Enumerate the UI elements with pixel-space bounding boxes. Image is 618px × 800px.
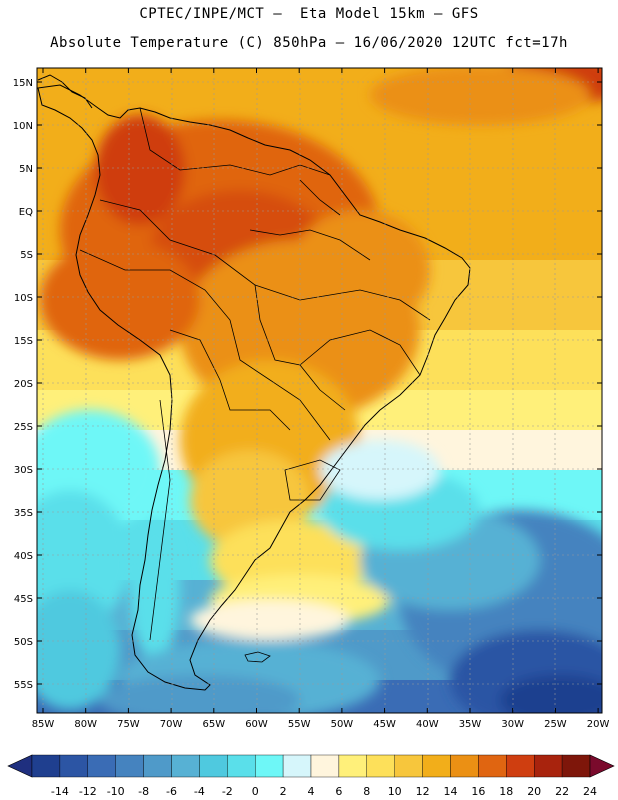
- lat-label: 40S: [14, 551, 33, 562]
- colorbar-tick-label: 18: [499, 785, 513, 798]
- lon-label: 80W: [74, 719, 97, 730]
- longitude-axis: 85W 80W 75W 70W 65W 60W 55W 50W 45W 40W 35W 30W 25W 2…: [32, 719, 610, 730]
- colorbar-tick-label: 2: [280, 785, 287, 798]
- colorbar-tick-label: 22: [555, 785, 569, 798]
- grid-lines: [37, 68, 602, 713]
- colorbar-tick-label: 14: [444, 785, 458, 798]
- lat-label: 45S: [14, 594, 33, 605]
- lat-label: 25S: [14, 422, 33, 433]
- colorbar-swatch: [31, 754, 61, 778]
- colorbar-tick-label: 0: [252, 785, 259, 798]
- colorbar-tick-label: -2: [222, 785, 233, 798]
- colorbar-tick-label: -14: [51, 785, 69, 798]
- colorbar-swatch: [366, 754, 395, 778]
- colorbar-swatch: [282, 754, 312, 778]
- colorbar-tick-label: -10: [107, 785, 125, 798]
- lon-label: 70W: [160, 719, 183, 730]
- colorbar-swatch: [59, 754, 89, 778]
- colorbar-swatch: [254, 754, 284, 778]
- lat-label: 35S: [14, 508, 33, 519]
- lat-label: 15N: [13, 78, 33, 89]
- colorbar-swatch: [115, 754, 144, 778]
- colorbar-tick-label: -6: [166, 785, 177, 798]
- colorbar-under-arrow: [7, 754, 33, 778]
- colorbar-swatch: [171, 754, 200, 778]
- lat-label: 15S: [14, 336, 33, 347]
- temperature-field: [37, 68, 602, 713]
- colorbar: [7, 754, 615, 778]
- colorbar-over-arrow: [589, 754, 615, 778]
- colorbar-swatch: [199, 754, 228, 778]
- colorbar-tick-label: -4: [194, 785, 205, 798]
- header-title-line1: CPTEC/INPE/MCT – Eta Model 15km – GFS: [139, 6, 479, 22]
- colorbar-swatch: [478, 754, 507, 778]
- colorbar-tick-label: 20: [527, 785, 541, 798]
- lon-label: 40W: [416, 719, 439, 730]
- lon-label: 75W: [117, 719, 140, 730]
- colorbar-swatch: [338, 754, 367, 778]
- colorbar-swatch: [422, 754, 451, 778]
- colorbar-tick-label: 12: [416, 785, 430, 798]
- lon-label: 30W: [501, 719, 524, 730]
- colorbar-tick-label: -12: [79, 785, 97, 798]
- colorbar-swatch: [506, 754, 535, 778]
- lon-label: 55W: [288, 719, 311, 730]
- lat-label: 50S: [14, 637, 33, 648]
- colorbar-tick-label: 6: [335, 785, 342, 798]
- colorbar-tick-label: 16: [471, 785, 485, 798]
- colorbar-swatch: [227, 754, 256, 778]
- lat-label: 30S: [14, 465, 33, 476]
- lon-label: 35W: [459, 719, 482, 730]
- latitude-axis: 15N 10N 5N EQ 5S 10S 15S 20S 25S 30S 35S 40S 45S 50S 5…: [13, 78, 33, 691]
- lon-label: 65W: [202, 719, 225, 730]
- colorbar-tick-label: 10: [388, 785, 402, 798]
- colorbar-tick-label: -8: [138, 785, 149, 798]
- colorbar-swatch: [394, 754, 423, 778]
- colorbar-swatch: [450, 754, 479, 778]
- colorbar-labels: -14 -12 -10 -8 -6 -4 -2 0 2 4 6 8 10 12 14 16 18 20 22 24: [51, 785, 597, 798]
- lat-label: 5S: [20, 250, 33, 261]
- map-frame: [36, 67, 603, 714]
- colorbar-tick-label: 8: [363, 785, 370, 798]
- lat-label: 10S: [14, 293, 33, 304]
- lon-label: 50W: [331, 719, 354, 730]
- colorbar-swatch: [561, 754, 591, 778]
- colorbar-swatch: [534, 754, 563, 778]
- colorbar-swatch: [87, 754, 116, 778]
- colorbar-tick-label: 4: [308, 785, 315, 798]
- lon-label: 25W: [544, 719, 567, 730]
- colorbar-tick-label: 24: [583, 785, 597, 798]
- lon-label: 85W: [32, 719, 55, 730]
- lat-label: 5N: [19, 164, 33, 175]
- lon-label: 45W: [373, 719, 396, 730]
- colorbar-swatch: [143, 754, 172, 778]
- lon-label: 20W: [587, 719, 610, 730]
- lat-label: EQ: [19, 207, 33, 218]
- lat-label: 10N: [13, 121, 33, 132]
- header-title-line2: Absolute Temperature (C) 850hPa – 16/06/…: [50, 35, 568, 51]
- colorbar-swatch: [310, 754, 340, 778]
- lon-label: 60W: [245, 719, 268, 730]
- lat-label: 20S: [14, 379, 33, 390]
- lat-label: 55S: [14, 680, 33, 691]
